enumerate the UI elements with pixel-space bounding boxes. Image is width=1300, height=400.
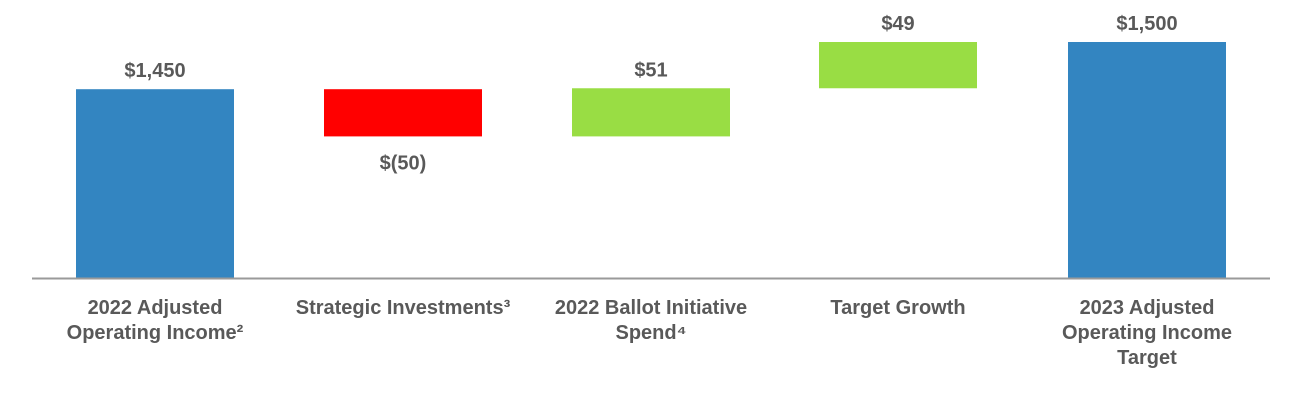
category-label-2022-adjusted-operating-income: 2022 Adjusted Operating Income² [66, 297, 244, 344]
category-label-target-growth: Target Growth [830, 297, 966, 319]
bar-1 [76, 89, 234, 278]
category-label-2023-adjusted-operating-income-target: 2023 Adjusted Operating Income Target [1061, 297, 1233, 369]
value-label-3: $51 [634, 59, 667, 81]
value-labels-group: $1,450 $(50) $51 $49 $1,500 [124, 13, 1177, 174]
bar-5 [1068, 42, 1226, 278]
bar-3 [572, 88, 730, 137]
bars-group [76, 42, 1226, 278]
bar-2 [324, 89, 482, 137]
value-label-1: $1,450 [124, 60, 185, 82]
category-label-strategic-investments: Strategic Investments³ [295, 297, 511, 319]
value-label-5: $1,500 [1116, 13, 1177, 35]
category-label-2022-ballot-initiative-spend: 2022 Ballot Initiative Spend⁴ [554, 297, 748, 344]
value-label-4: $49 [881, 13, 914, 35]
value-label-2: $(50) [380, 152, 427, 174]
bar-4 [819, 42, 977, 89]
